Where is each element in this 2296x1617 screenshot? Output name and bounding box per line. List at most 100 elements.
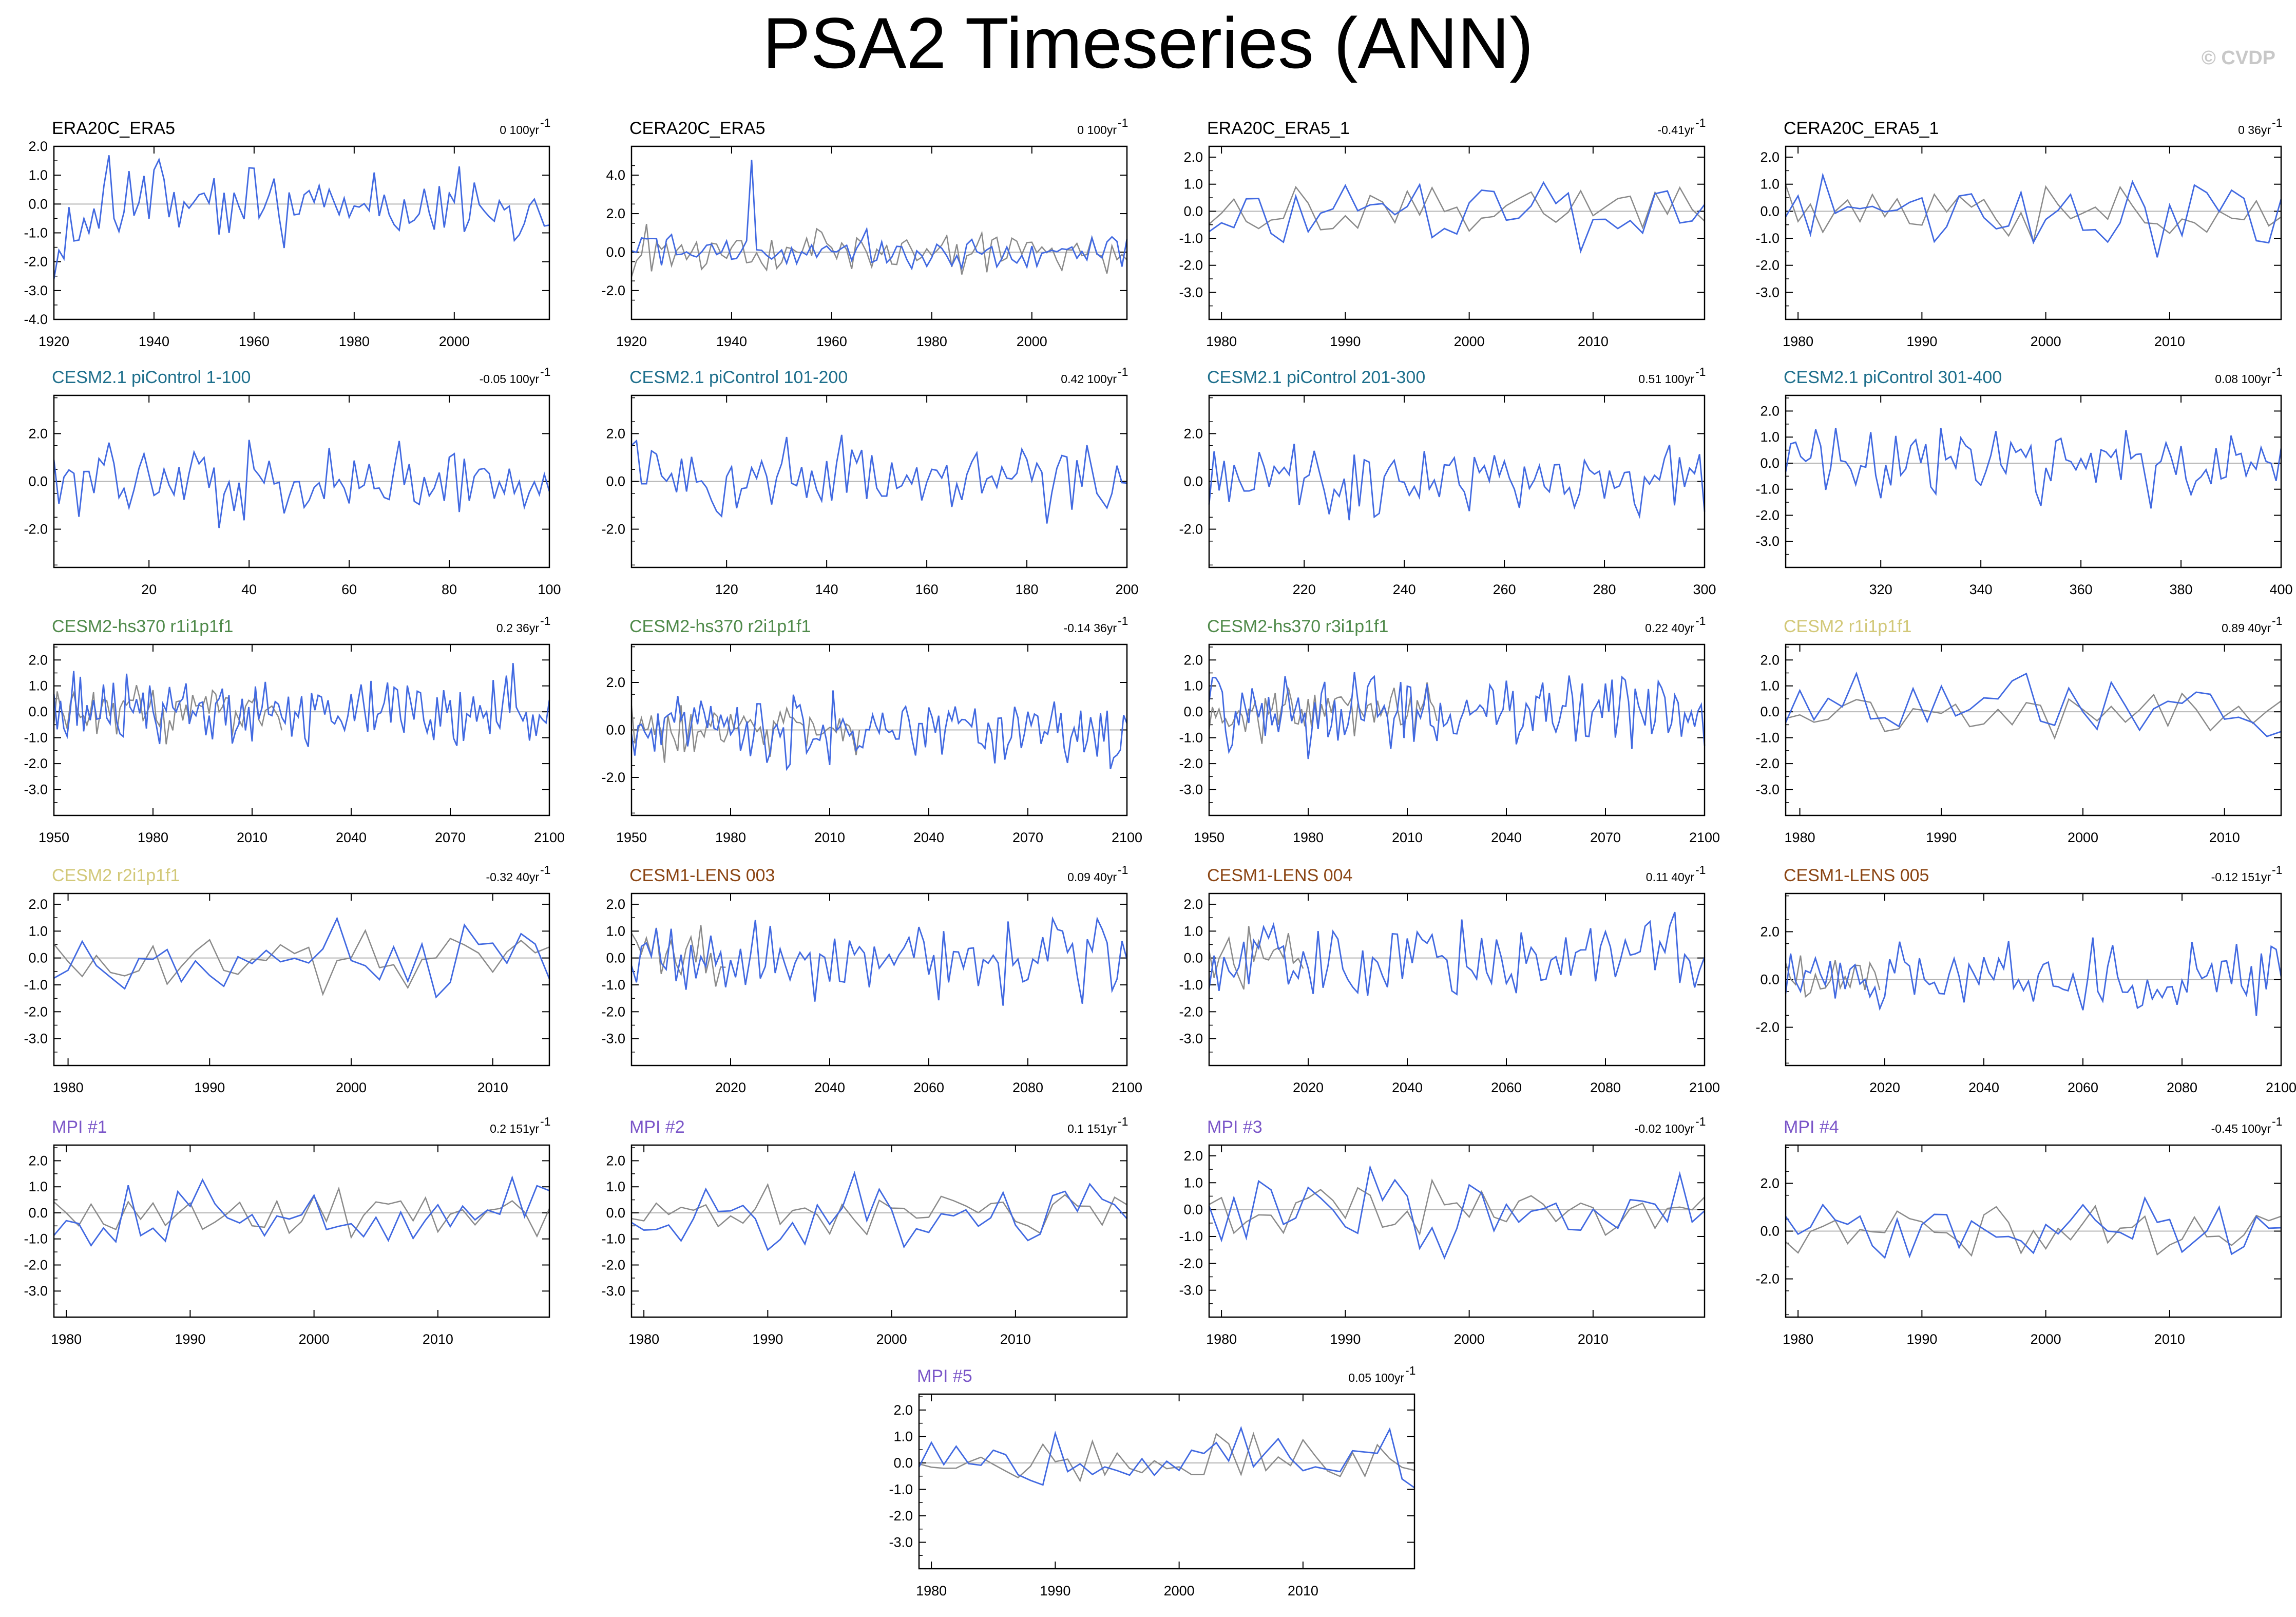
trend-exponent: -1 — [1118, 1115, 1128, 1128]
y-tick-label: -2.0 — [1179, 1004, 1203, 1019]
x-tick-label: 2060 — [2068, 1080, 2098, 1095]
y-tick-label: 2.0 — [1183, 652, 1203, 668]
y-tick-label: -1.0 — [24, 977, 48, 993]
page-title: PSA2 Timeseries (ANN) — [762, 3, 1534, 83]
reference-series-line — [630, 925, 726, 987]
y-tick-label: -1.0 — [1755, 730, 1780, 746]
model-series-line — [1785, 937, 2282, 1016]
panel-title: CESM2.1 piControl 101-200 — [629, 368, 848, 387]
plot-frame — [1208, 892, 1706, 1067]
panel-title: MPI #3 — [1207, 1117, 1262, 1137]
x-tick-label: 2040 — [1491, 830, 1522, 845]
x-tick-label: 2100 — [534, 830, 565, 845]
y-tick-label: 2.0 — [28, 897, 48, 912]
y-tick-label: -1.0 — [24, 1231, 48, 1247]
x-tick-label: 2010 — [1288, 1583, 1318, 1599]
y-tick-label: -1.0 — [1179, 730, 1203, 746]
y-tick-label: -3.0 — [601, 1031, 625, 1047]
x-tick-label: 2040 — [336, 830, 367, 845]
y-tick-label: 0.0 — [606, 244, 625, 260]
x-tick-label: 1980 — [138, 830, 168, 845]
trend-exponent: -1 — [540, 863, 550, 877]
y-tick-label: -2.0 — [24, 756, 48, 771]
y-tick-label: -2.0 — [601, 522, 625, 537]
y-tick-label: 1.0 — [1183, 923, 1203, 939]
y-tick-label: 0.0 — [1183, 704, 1203, 719]
model-series-line — [631, 1170, 1128, 1251]
model-series-line — [1208, 672, 1706, 759]
y-tick-label: 2.0 — [28, 426, 48, 441]
y-tick-label: 0.0 — [1760, 1224, 1780, 1239]
y-tick-label: 0.0 — [606, 474, 625, 489]
y-tick-label: -2.0 — [24, 1257, 48, 1272]
x-tick-label: 2020 — [715, 1080, 746, 1095]
chart-panel: CERA20C_ERA5_1 0 36yr-1 2.0 1.0 0.0 -1.0 -2.0 -… — [1755, 116, 2282, 349]
x-tick-label: 2010 — [2154, 334, 2185, 349]
trend-exponent: -1 — [2272, 614, 2282, 627]
y-tick-label: -2.0 — [601, 1004, 625, 1019]
trend-label: 0.2 36yr — [496, 621, 539, 635]
panel-title: CESM1-LENS 005 — [1784, 866, 1929, 885]
y-tick-label: -2.0 — [24, 522, 48, 537]
x-tick-label: 1980 — [1785, 830, 1815, 845]
x-tick-label: 2060 — [913, 1080, 944, 1095]
trend-exponent: -1 — [2272, 1115, 2282, 1128]
y-tick-label: 1.0 — [28, 678, 48, 694]
plot-frame — [53, 394, 550, 568]
trend-label: -0.12 151yr — [2211, 870, 2271, 884]
y-tick-label: 1.0 — [28, 923, 48, 939]
x-tick-label: 1980 — [628, 1331, 659, 1347]
model-series-line — [53, 916, 550, 999]
y-tick-label: -2.0 — [1755, 1020, 1780, 1035]
x-tick-label: 2000 — [299, 1331, 330, 1347]
trend-label: 0.05 100yr — [1348, 1371, 1404, 1384]
x-tick-label: 2010 — [2209, 830, 2240, 845]
trend-exponent: -1 — [1118, 365, 1128, 378]
y-tick-label: 0.0 — [1183, 1202, 1203, 1217]
x-tick-label: 2070 — [1012, 830, 1043, 845]
panel-title: CESM2.1 piControl 1-100 — [52, 368, 251, 387]
trend-exponent: -1 — [1695, 365, 1706, 378]
trend-label: 0.09 40yr — [1067, 870, 1117, 884]
x-tick-label: 260 — [1493, 582, 1516, 597]
panel-title: CESM2-hs370 r3i1p1f1 — [1207, 617, 1388, 636]
chart-panel: MPI #2 0.1 151yr-1 2.0 1.0 0.0 -1.0 -2.0 -3.0 19… — [601, 1115, 1128, 1347]
x-tick-label: 2040 — [913, 830, 944, 845]
y-tick-label: 2.0 — [1183, 149, 1203, 165]
y-tick-label: -2.0 — [1179, 756, 1203, 771]
y-tick-label: 0.0 — [1183, 950, 1203, 966]
chart-panel: CESM2.1 piControl 301-400 0.08 100yr-1 2.0… — [1755, 365, 2292, 597]
plot-frame — [630, 643, 1128, 816]
panel-title: CERA20C_ERA5_1 — [1784, 119, 1939, 138]
model-series-line — [630, 916, 1128, 1006]
x-tick-label: 1980 — [1206, 334, 1237, 349]
y-tick-label: 2.0 — [606, 675, 625, 690]
model-series-line — [1208, 444, 1706, 521]
trend-exponent: -1 — [1695, 863, 1706, 877]
y-tick-label: -2.0 — [601, 770, 625, 785]
x-tick-label: 2000 — [876, 1331, 907, 1347]
x-tick-label: 2040 — [814, 1080, 845, 1095]
x-tick-label: 1940 — [716, 334, 747, 349]
x-tick-label: 2040 — [1392, 1080, 1423, 1095]
x-tick-label: 2010 — [477, 1080, 508, 1095]
x-tick-label: 2000 — [336, 1080, 367, 1095]
y-tick-label: 1.0 — [28, 167, 48, 183]
x-tick-label: 240 — [1393, 582, 1416, 597]
y-tick-label: -3.0 — [1755, 534, 1780, 549]
x-tick-label: 2000 — [2068, 830, 2098, 845]
panel-title: CESM2-hs370 r2i1p1f1 — [629, 617, 811, 636]
y-tick-label: 2.0 — [606, 426, 625, 441]
trend-label: 0.89 40yr — [2222, 621, 2271, 635]
panel-title: MPI #5 — [917, 1366, 972, 1386]
panel-title: CESM2 r2i1p1f1 — [52, 866, 180, 885]
trend-label: 0.51 100yr — [1638, 372, 1694, 386]
plot-frame — [1208, 145, 1706, 320]
y-tick-label: 2.0 — [1760, 403, 1780, 418]
y-tick-label: 0.0 — [28, 474, 48, 489]
model-series-line — [53, 663, 550, 747]
y-tick-label: -3.0 — [1179, 1283, 1203, 1298]
y-tick-label: -3.0 — [1179, 284, 1203, 300]
chart-panel: CESM2-hs370 r3i1p1f1 0.22 40yr-1 2.0 1.0 0.0… — [1179, 614, 1720, 845]
trend-label: 0.22 40yr — [1645, 621, 1694, 635]
